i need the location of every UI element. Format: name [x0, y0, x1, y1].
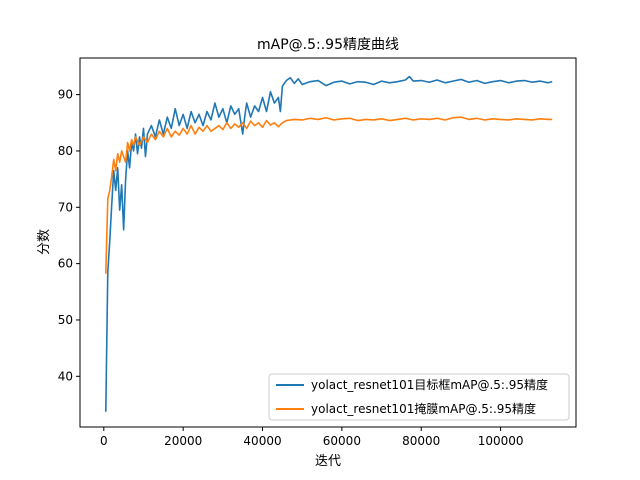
legend-box: [268, 373, 570, 421]
y-tick-label: 60: [58, 257, 73, 271]
series-line-0: [104, 75, 553, 412]
axes-frame: [79, 57, 577, 428]
legend-label-box: yolact_resnet101目标框mAP@.5:.95精度: [311, 377, 548, 392]
y-axis-label: 分数: [37, 229, 52, 255]
y-tick-label: 70: [58, 200, 73, 214]
series-layer: [104, 75, 553, 412]
legend: yolact_resnet101目标框mAP@.5:.95精度 yolact_r…: [268, 373, 570, 421]
legend-label-mask: yolact_resnet101掩膜mAP@.5:.95精度: [311, 401, 536, 416]
x-tick-label: 100000: [478, 434, 524, 448]
x-axis-ticks: 0 20000 40000 60000 80000 100000: [100, 427, 524, 448]
plot-area: [79, 57, 577, 428]
y-tick-label: 50: [58, 313, 73, 327]
chart-title: mAP@.5:.95精度曲线: [257, 37, 399, 53]
y-tick-label: 90: [58, 88, 73, 102]
y-tick-label: 40: [58, 369, 73, 383]
y-axis-ticks: 40 50 60 70 80 90: [58, 88, 80, 383]
x-tick-label: 20000: [164, 434, 202, 448]
x-tick-label: 0: [100, 434, 108, 448]
x-tick-label: 40000: [243, 434, 281, 448]
series-line-1: [104, 116, 553, 274]
x-axis-label: 迭代: [315, 454, 341, 469]
y-tick-label: 80: [58, 144, 73, 158]
x-tick-label: 60000: [323, 434, 361, 448]
x-tick-label: 80000: [402, 434, 440, 448]
